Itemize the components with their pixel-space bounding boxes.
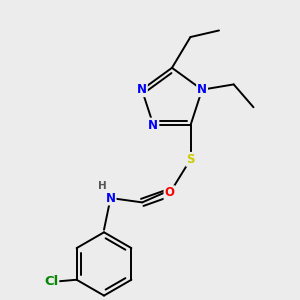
Text: N: N (137, 83, 147, 96)
Text: H: H (98, 181, 107, 191)
Text: N: N (148, 118, 158, 132)
Text: N: N (197, 83, 207, 96)
Text: O: O (164, 186, 175, 199)
Text: S: S (186, 153, 195, 166)
Text: Cl: Cl (44, 275, 58, 289)
Text: N: N (106, 191, 116, 205)
